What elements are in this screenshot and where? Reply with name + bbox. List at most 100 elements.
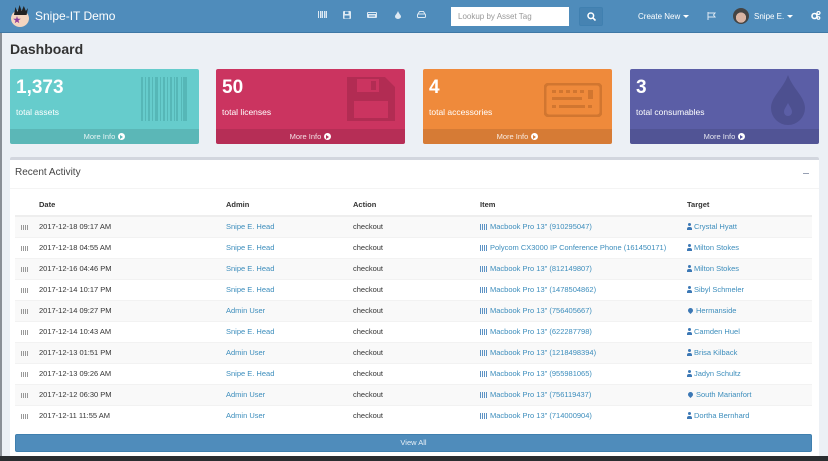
window-frame-bottom [0, 456, 828, 461]
column-header-admin[interactable]: Admin [226, 193, 353, 217]
more-info-link[interactable]: More Info [216, 129, 405, 144]
item-label: Polycom CX3000 IP Conference Phone (1614… [490, 243, 667, 252]
table-row: 2017-12-14 09:27 PM Admin User checkout … [15, 299, 812, 321]
item-label: Macbook Pro 13" (1478504862) [490, 285, 597, 294]
consumables-drop-icon[interactable] [393, 11, 403, 21]
item-link[interactable]: Polycom CX3000 IP Conference Phone (1614… [480, 243, 666, 252]
licenses-floppy-icon[interactable] [342, 11, 352, 21]
item-link[interactable]: Macbook Pro 13" (812149807) [480, 264, 592, 273]
target-label: Jadyn Schultz [694, 369, 741, 378]
target-link[interactable]: Camden Huel [687, 327, 740, 336]
item-link[interactable]: Macbook Pro 13" (955981065) [480, 369, 592, 378]
assets-barcode-icon[interactable] [317, 11, 327, 21]
item-link[interactable]: Macbook Pro 13" (910295047) [480, 222, 592, 231]
stat-box-consumables: 3 total consumables More Info [630, 69, 819, 144]
target-label: Camden Huel [694, 327, 740, 336]
item-link[interactable]: Macbook Pro 13" (756405667) [480, 306, 592, 315]
target-label: Hermanside [696, 306, 737, 315]
target-link[interactable]: Jadyn Schultz [687, 369, 741, 378]
search-icon [586, 12, 596, 21]
item-label: Macbook Pro 13" (756405667) [490, 306, 592, 315]
activity-action: checkout [353, 236, 480, 258]
item-link[interactable]: Macbook Pro 13" (714000904) [480, 411, 592, 420]
column-header-target[interactable]: Target [687, 193, 812, 217]
arrow-circle-right-icon [324, 133, 332, 140]
item-label: Macbook Pro 13" (756119437) [490, 390, 592, 399]
target-link[interactable]: Milton Stokes [687, 243, 739, 252]
admin-link[interactable]: Snipe E. Head [226, 327, 275, 336]
asset-type-barcode-icon [21, 371, 29, 377]
user-menu-dropdown[interactable]: Snipe E. [733, 8, 794, 24]
stat-box-assets: 1,373 total assets More Info [10, 69, 199, 144]
more-info-link[interactable]: More Info [423, 129, 612, 144]
item-link[interactable]: Macbook Pro 13" (756119437) [480, 390, 591, 399]
target-link[interactable]: South Marianfort [686, 390, 751, 399]
target-label: Dortha Bernhard [694, 411, 750, 421]
table-row: 2017-12-16 04:46 PM Snipe E. Head checko… [15, 257, 812, 279]
search-button[interactable] [579, 7, 603, 26]
activity-date: 2017-12-13 01:51 PM [39, 341, 226, 363]
drop-icon [771, 75, 805, 125]
target-label: Brisa Kilback [694, 348, 738, 357]
admin-link[interactable]: Admin User [226, 411, 266, 421]
more-info-label: More Info [83, 132, 116, 141]
target-link[interactable]: Crystal Hyatt [687, 222, 737, 231]
activity-action: checkout [353, 257, 480, 279]
top-navbar: Snipe-IT Demo Create New Snipe E. [0, 0, 828, 33]
window-frame-left [0, 0, 2, 461]
stat-value: 4 [429, 77, 440, 98]
components-hdd-icon[interactable] [416, 11, 426, 21]
admin-link[interactable]: Snipe E. Head [226, 369, 275, 378]
item-link[interactable]: Macbook Pro 13" (622287798) [480, 327, 592, 336]
caret-down-icon [787, 14, 794, 18]
target-link[interactable]: Hermanside [686, 306, 737, 315]
barcode-icon [480, 350, 488, 356]
column-header-item[interactable]: Item [480, 193, 687, 217]
snipe-logo-icon [8, 4, 31, 28]
item-link[interactable]: Macbook Pro 13" (1478504862) [480, 285, 596, 294]
stat-value: 1,373 [16, 77, 64, 98]
panel-title: Recent Activity [15, 167, 81, 178]
admin-link[interactable]: Admin User [226, 348, 266, 357]
activity-action: checkout [353, 215, 480, 237]
table-row: 2017-12-11 11:55 AM Admin User checkout … [15, 404, 812, 426]
activity-date: 2017-12-14 10:17 PM [39, 278, 226, 300]
item-link[interactable]: Macbook Pro 13" (1218498394) [480, 348, 596, 357]
admin-link[interactable]: Snipe E. Head [226, 264, 275, 273]
accessories-keyboard-icon[interactable] [367, 11, 377, 21]
more-info-label: More Info [496, 132, 529, 141]
target-link[interactable]: Dortha Bernhard [687, 411, 749, 420]
admin-link[interactable]: Snipe E. Head [226, 222, 275, 232]
admin-link[interactable]: Snipe E. Head [226, 285, 275, 294]
collapse-minus-icon[interactable] [803, 173, 809, 174]
target-label: Milton Stokes [694, 243, 740, 252]
settings-cogs-icon[interactable] [811, 10, 821, 21]
activity-date: 2017-12-18 04:55 AM [39, 236, 226, 258]
activity-action: checkout [353, 278, 480, 300]
admin-link[interactable]: Admin User [226, 390, 266, 399]
target-label: Sibyl Schmeler [694, 285, 745, 294]
admin-link[interactable]: Snipe E. Head [226, 243, 275, 252]
flag-icon[interactable] [706, 12, 716, 22]
target-link[interactable]: Brisa Kilback [687, 348, 737, 357]
target-link[interactable]: Sibyl Schmeler [687, 285, 744, 294]
admin-link[interactable]: Admin User [226, 306, 266, 315]
create-new-dropdown[interactable]: Create New [638, 12, 690, 21]
stat-value: 3 [636, 77, 647, 98]
target-link[interactable]: Milton Stokes [687, 264, 739, 273]
asset-type-barcode-icon [21, 287, 29, 293]
barcode-icon [480, 224, 488, 231]
table-row: 2017-12-18 04:55 AM Snipe E. Head checko… [15, 236, 812, 258]
more-info-link[interactable]: More Info [10, 129, 199, 144]
divider [10, 188, 819, 189]
column-header-date[interactable]: Date [39, 193, 226, 217]
table-row: 2017-12-14 10:17 PM Snipe E. Head checko… [15, 278, 812, 300]
activity-date: 2017-12-14 10:43 AM [39, 320, 226, 342]
brand-link[interactable]: Snipe-IT Demo [8, 4, 115, 28]
more-info-link[interactable]: More Info [630, 129, 819, 144]
column-header-action[interactable]: Action [353, 193, 480, 217]
asset-type-barcode-icon [21, 266, 29, 272]
table-row: 2017-12-13 09:26 AM Snipe E. Head checko… [15, 362, 812, 384]
asset-tag-search-input[interactable] [451, 7, 569, 26]
view-all-button[interactable]: View All [15, 434, 812, 452]
